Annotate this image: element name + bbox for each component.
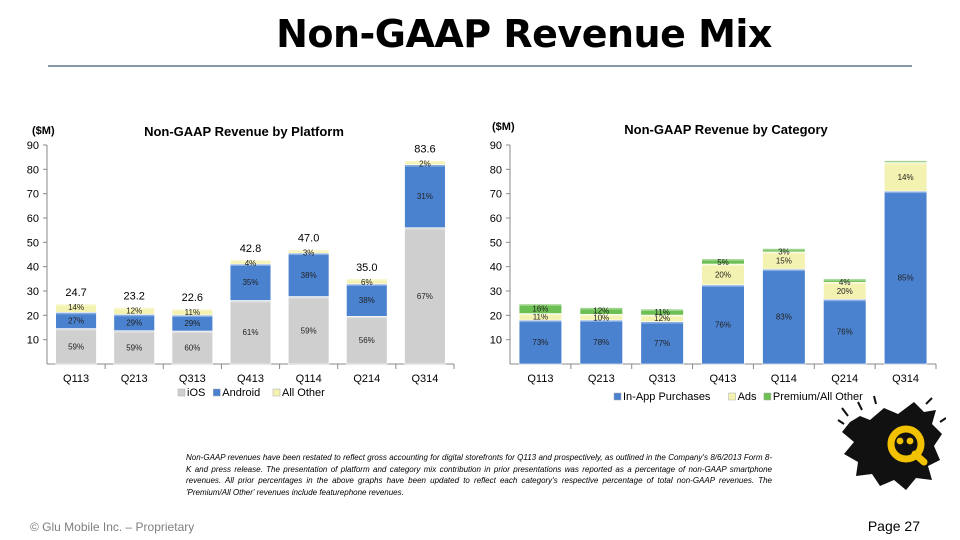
restatement-note: Non-GAAP revenues have been restated to … [186,453,772,497]
data-label: 27% [68,316,84,325]
bar-all-other-q314 [404,160,446,165]
data-label: 14% [68,303,84,312]
bar-ios-q413 [229,300,272,365]
bar-highlight [288,249,329,252]
total-label: 47.0 [298,233,319,245]
bar-highlight [404,164,446,167]
data-label: 2% [419,160,431,169]
data-label: 59% [301,326,317,335]
y-tick-label: 70 [27,189,39,201]
bar-ios-q113 [55,328,97,365]
bar-highlight [288,253,329,256]
data-label: 29% [184,319,200,328]
bar-all-other-q113 [55,303,97,313]
bar-ios-q214 [346,316,388,365]
bar-android-q413 [229,263,272,301]
data-label: 29% [126,319,142,328]
bar-highlight [230,300,271,303]
x-tick-label: Q114 [296,373,322,385]
legend-swatch-ios [177,388,186,397]
legend-label-all-other: All Other [282,387,325,399]
bar-highlight [346,278,388,281]
x-tick-label: Q413 [237,373,264,385]
data-label: 38% [359,296,375,305]
legend-label-ios: iOS [187,387,205,399]
bar-ios-q314 [404,227,446,365]
x-tick-label: Q313 [179,373,206,385]
legend-swatch-android [213,388,221,397]
total-label: 42.8 [240,243,261,255]
total-label: 23.2 [124,291,145,303]
x-tick-label: Q314 [411,373,438,385]
bar-all-other-q313 [171,308,214,316]
copyright-footer: © Glu Mobile Inc. – Proprietary [30,520,195,534]
data-label: 35% [242,278,258,287]
bar-android-q314 [404,164,446,229]
y-tick-label: 60 [27,213,39,225]
total-label: 83.6 [414,144,435,156]
bar-highlight [113,330,155,333]
bar-all-other-q213 [113,307,155,315]
data-label: 59% [68,342,84,351]
bar-highlight [55,303,97,306]
bar-highlight [113,314,155,317]
bar-highlight [55,328,97,331]
data-label: 38% [301,271,317,280]
y-tick-label: 80 [27,164,39,176]
data-label: 3% [303,249,315,258]
x-tick-label: Q214 [353,373,380,385]
y-tick-label: 10 [27,335,39,347]
glu-logo [837,395,946,490]
y-tick-label: 30 [27,286,39,298]
bar-highlight [230,264,271,267]
bar-ios-q213 [113,330,155,365]
bar-ios-q114 [287,296,330,365]
bar-highlight [288,296,329,299]
bar-all-other-q214 [346,278,388,285]
data-label: 31% [417,192,433,201]
x-tick-label: Q113 [63,373,89,385]
bar-highlight [346,316,388,319]
y-tick-label: 20 [27,310,39,322]
data-label: 6% [361,278,373,287]
bar-highlight [172,331,213,334]
y-tick-label: 90 [27,140,39,152]
data-label: 61% [242,328,258,337]
bar-highlight [172,309,213,312]
page-title: Non-GAAP Revenue Mix [276,12,772,56]
bar-highlight [346,283,388,286]
page-number: Page 27 [867,518,920,534]
data-label: 12% [126,307,142,316]
x-tick-label: Q213 [121,373,148,385]
bar-highlight [113,307,155,310]
data-label: 4% [245,259,257,268]
bar-highlight [404,160,446,163]
legend-label-android: Android [222,387,260,399]
bar-ios-q313 [171,330,214,365]
chart-title: Non-GAAP Revenue by Platform [144,124,344,139]
data-label: 60% [184,344,200,353]
bar-highlight [172,315,213,318]
data-label: 59% [126,343,142,352]
bar-highlight [55,312,97,315]
bar-all-other-q413 [229,259,272,265]
data-label: 56% [359,336,375,345]
total-label: 35.0 [356,262,377,274]
data-label: 11% [185,308,200,317]
legend-swatch-all-other [272,388,281,397]
total-label: 24.7 [65,287,86,299]
unit-label: ($M) [32,125,55,137]
bar-highlight [404,227,446,230]
bar-highlight [230,259,271,262]
y-tick-label: 40 [27,262,39,274]
bar-all-other-q114 [287,249,330,254]
total-label: 22.6 [182,292,203,304]
title-divider [48,65,912,67]
bar-android-q114 [287,252,330,297]
data-label: 67% [417,292,433,301]
y-tick-label: 50 [27,237,39,249]
